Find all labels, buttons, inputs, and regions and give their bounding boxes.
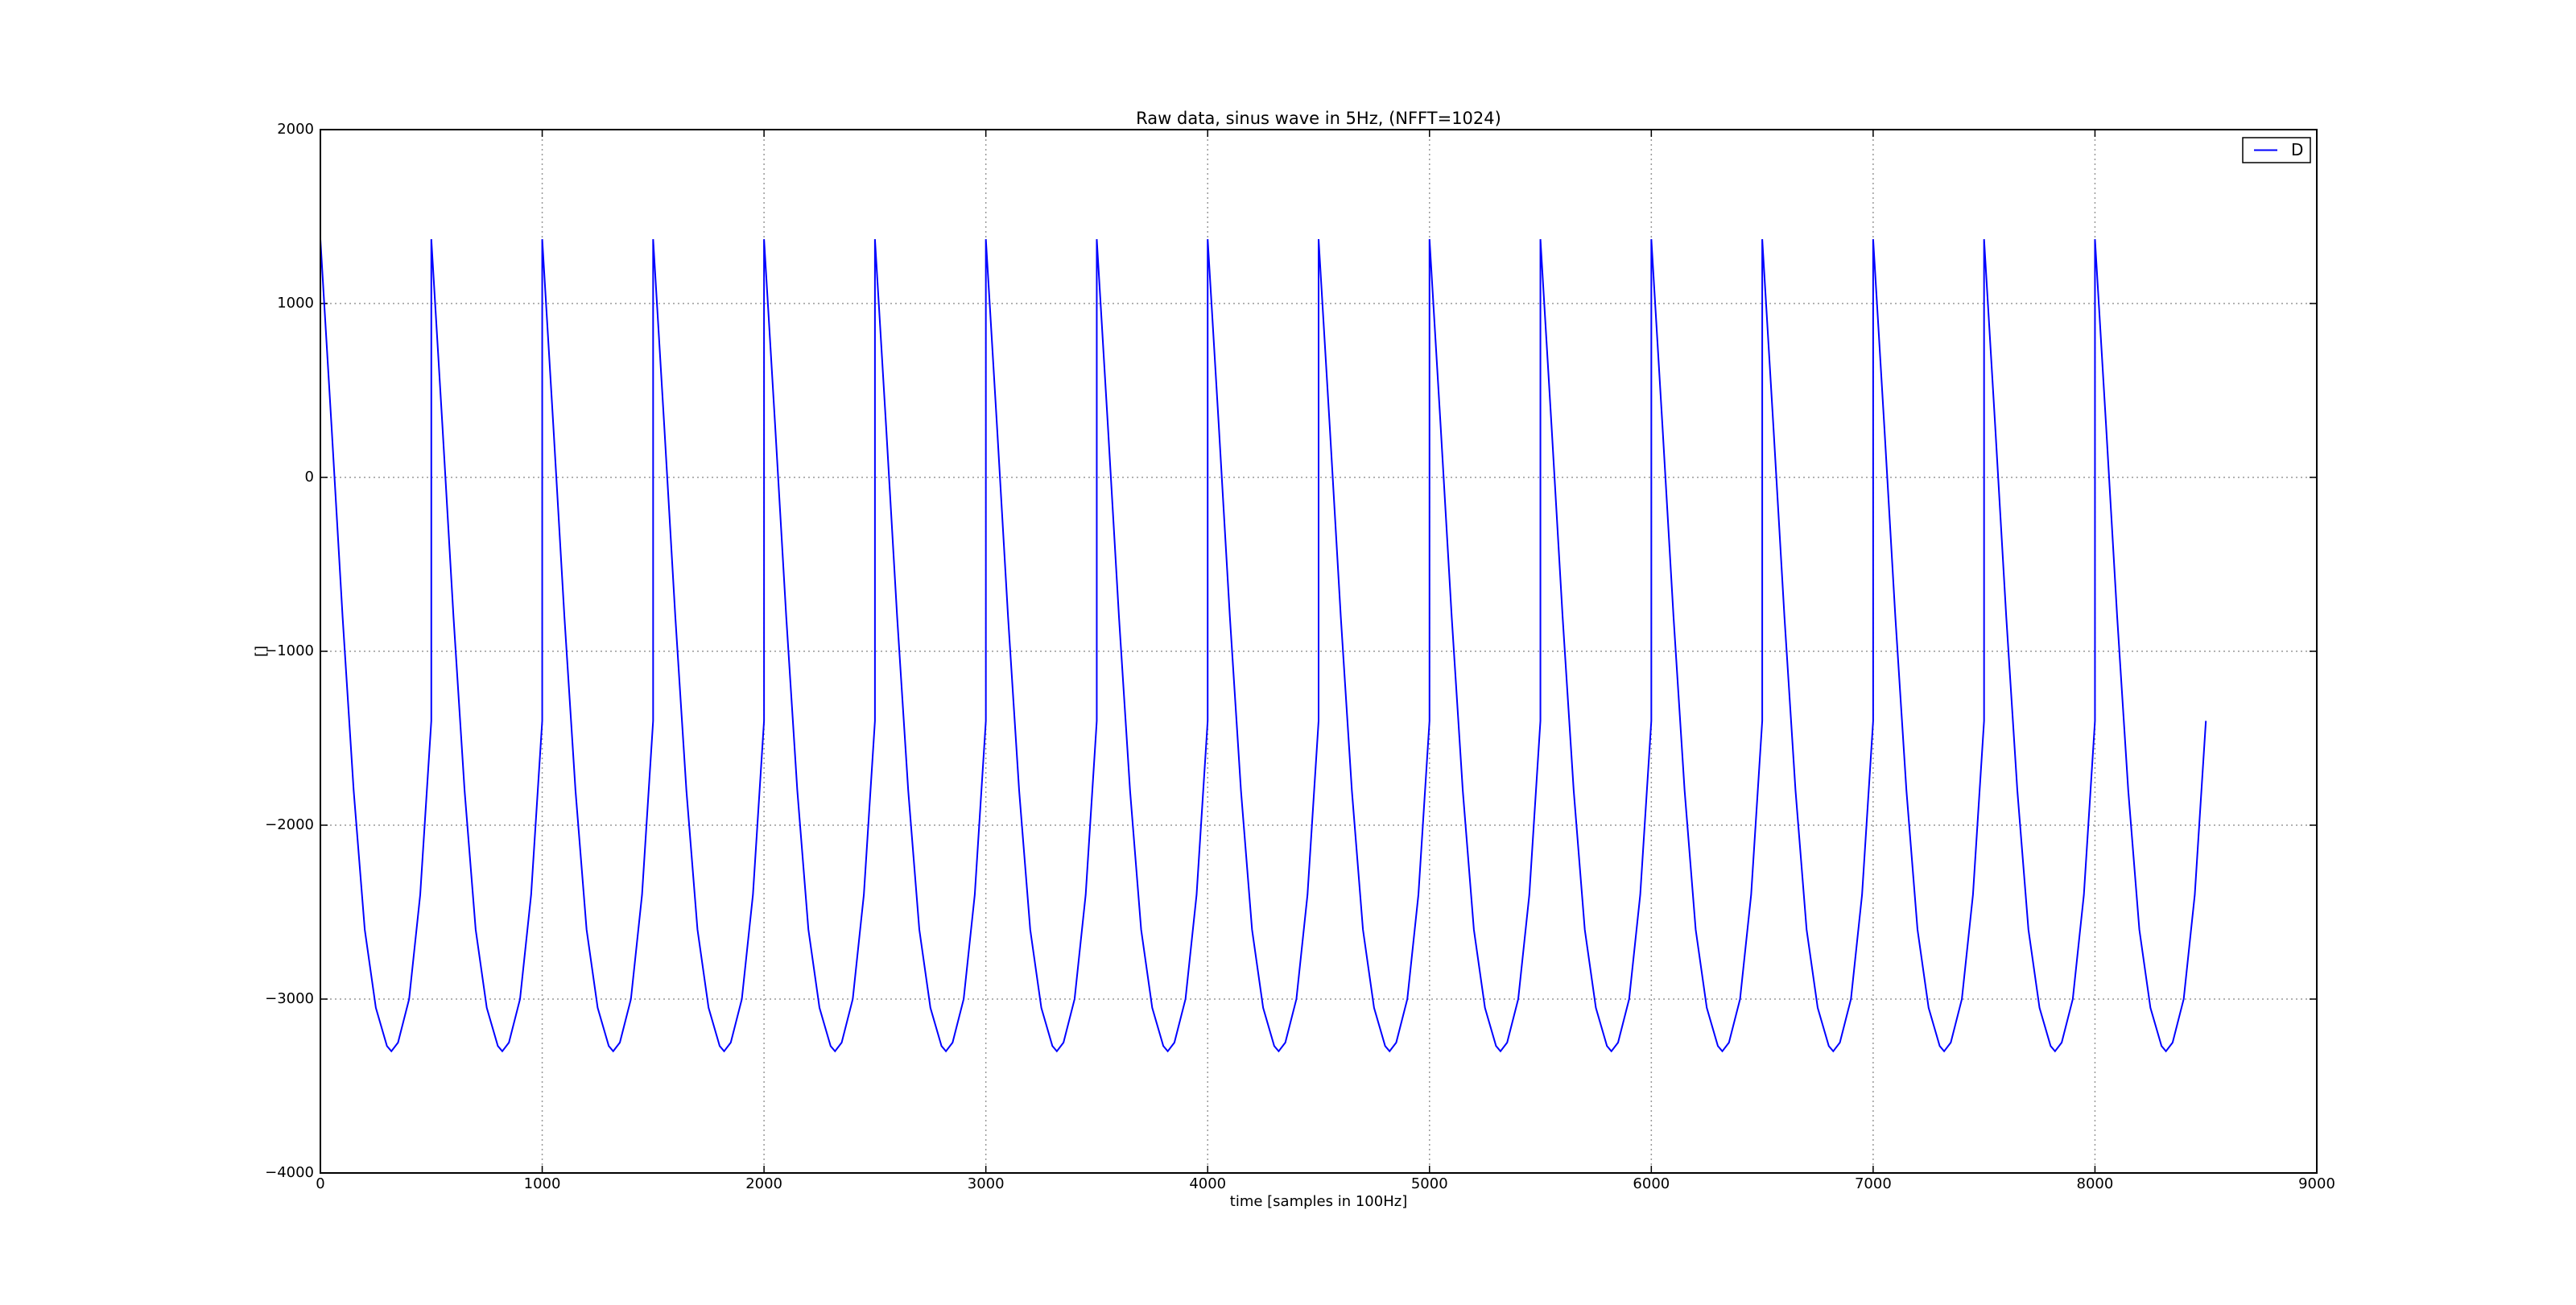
legend-label: D (2291, 140, 2303, 159)
x-tick-label: 5000 (1411, 1175, 1448, 1192)
x-tick-label: 2000 (745, 1175, 782, 1192)
x-axis-label: time [samples in 100Hz] (1230, 1193, 1407, 1210)
plot-frame (320, 129, 2318, 1174)
x-tick-label: 0 (316, 1175, 324, 1192)
x-tick-label: 7000 (1855, 1175, 1892, 1192)
y-tick-label: −3000 (265, 990, 314, 1007)
x-tick-label: 3000 (968, 1175, 1005, 1192)
y-tick-label: −4000 (265, 1164, 314, 1181)
y-tick-label: 2000 (277, 121, 314, 138)
x-tick-label: 9000 (2298, 1175, 2335, 1192)
y-tick-label: −1000 (265, 642, 314, 659)
x-tick-label: 8000 (2077, 1175, 2114, 1192)
x-tick-label: 6000 (1633, 1175, 1670, 1192)
data-line (320, 239, 2207, 1053)
x-tick-label: 4000 (1189, 1175, 1226, 1192)
chart-title: Raw data, sinus wave in 5Hz, (NFFT=1024) (1136, 109, 1501, 128)
x-tick-label: 1000 (524, 1175, 561, 1192)
y-tick-label: 0 (305, 469, 314, 485)
y-tick-label: 1000 (277, 295, 314, 312)
y-axis-label: [] (253, 646, 270, 657)
y-tick-label: −2000 (265, 816, 314, 833)
